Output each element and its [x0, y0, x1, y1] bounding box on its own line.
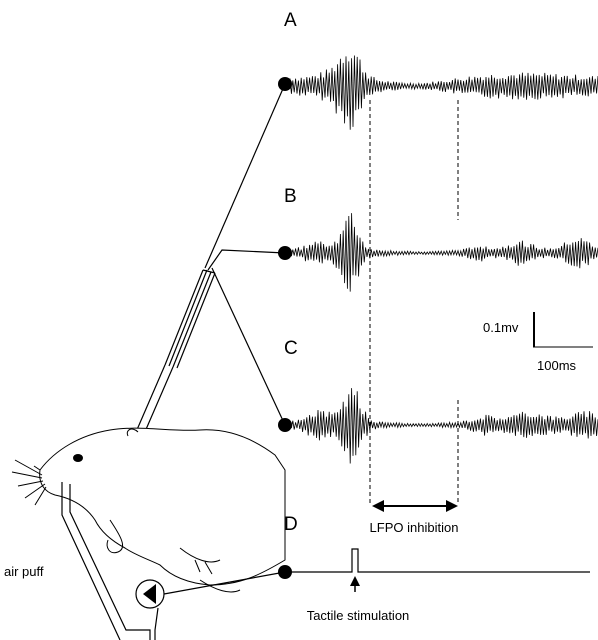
panel-label: B — [284, 186, 297, 207]
scale-voltage: 0.1mv — [483, 320, 519, 335]
panel-label: D — [284, 514, 298, 535]
scale-bar — [533, 312, 593, 347]
electrode-wires — [136, 84, 285, 434]
rat-drawing — [12, 428, 285, 592]
signal-trace — [290, 56, 598, 130]
air-puff-label: air puff — [4, 564, 44, 579]
rat-eye — [73, 454, 83, 462]
panel-label: A — [284, 10, 297, 31]
signal-trace — [290, 388, 598, 463]
stimulus-arrow — [350, 576, 360, 592]
stimulus-label: Tactile stimulation — [307, 608, 410, 623]
signal-trace — [290, 213, 598, 292]
traces — [290, 56, 598, 464]
stimulus-trace — [285, 549, 590, 572]
panel-label: C — [284, 338, 298, 359]
inhibition-arrow — [372, 500, 458, 512]
dashed-markers — [370, 100, 458, 505]
figure: A B C D LFPO inhibition — [0, 0, 598, 640]
scale-time: 100ms — [537, 358, 577, 373]
inhibition-label: LFPO inhibition — [370, 520, 459, 535]
